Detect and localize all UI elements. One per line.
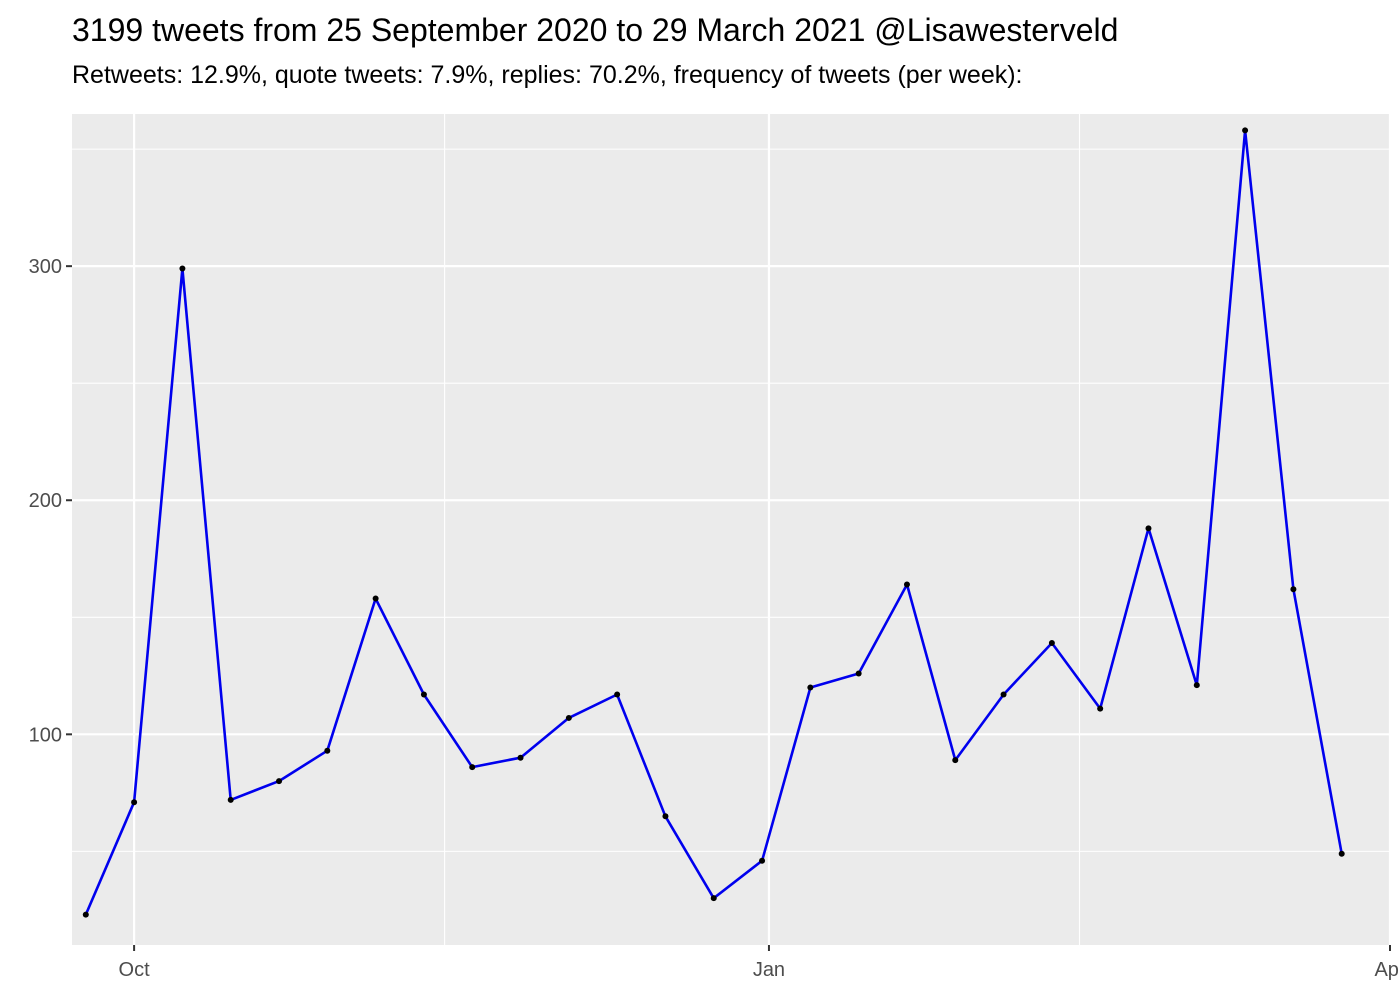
data-point xyxy=(614,691,621,698)
data-point xyxy=(565,714,572,721)
x-tick-label: Jan xyxy=(753,959,785,981)
plot-panel xyxy=(72,114,1390,945)
axis-ticks xyxy=(66,265,1391,951)
data-point xyxy=(807,684,814,691)
y-tick-label: 100 xyxy=(29,724,62,746)
series-points xyxy=(82,127,1345,918)
x-tick-label: Oct xyxy=(119,959,151,981)
data-point xyxy=(1242,127,1249,134)
y-tick-label: 300 xyxy=(29,256,62,278)
major-gridlines xyxy=(72,114,1392,945)
x-tick-label: Apr xyxy=(1374,959,1400,981)
data-point xyxy=(952,757,959,764)
data-point xyxy=(1000,691,1007,698)
data-point xyxy=(903,581,910,588)
data-point xyxy=(276,778,283,785)
data-point xyxy=(179,265,186,272)
tick-labels: 100 200 300 Oct Jan Apr xyxy=(29,256,1400,981)
data-point xyxy=(662,813,669,820)
y-tick-label: 200 xyxy=(29,490,62,512)
chart-subtitle: Retweets: 12.9%, quote tweets: 7.9%, rep… xyxy=(72,61,1023,89)
data-point xyxy=(324,747,331,754)
data-point xyxy=(1145,525,1152,532)
data-point xyxy=(1097,705,1104,712)
data-point xyxy=(82,911,89,918)
data-point xyxy=(131,799,138,806)
data-point xyxy=(1193,682,1200,689)
data-point xyxy=(710,895,717,902)
data-point xyxy=(517,754,524,761)
data-point xyxy=(372,595,379,602)
minor-gridlines xyxy=(72,114,1390,945)
data-point xyxy=(1338,850,1345,857)
data-point xyxy=(1048,640,1055,647)
data-point xyxy=(469,764,476,771)
data-point xyxy=(420,691,427,698)
data-point xyxy=(759,857,766,864)
data-point xyxy=(855,670,862,677)
data-point xyxy=(227,796,234,803)
chart-title: 3199 tweets from 25 September 2020 to 29… xyxy=(72,12,1119,48)
data-point xyxy=(1290,586,1297,593)
